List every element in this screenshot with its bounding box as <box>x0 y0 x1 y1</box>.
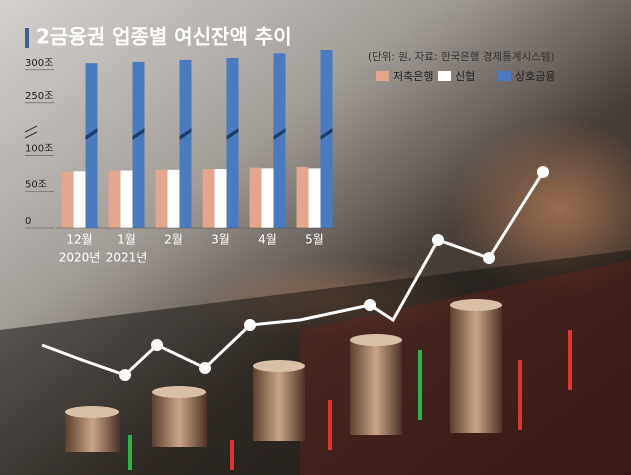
axis-break <box>24 131 38 139</box>
y-tick-label: 0 <box>25 216 31 227</box>
bar <box>108 170 121 228</box>
note: (단위: 원, 자료: 한국은행 경제통계시스템) <box>368 50 555 63</box>
bar <box>273 53 286 228</box>
bar-break <box>85 128 98 140</box>
candles <box>128 330 572 470</box>
bar <box>85 63 98 229</box>
title-marker <box>25 28 29 48</box>
axis-break <box>24 125 38 133</box>
bar <box>308 168 321 228</box>
bar-break <box>320 128 333 140</box>
bar <box>249 167 262 228</box>
legend-label: 상호금융 <box>515 70 555 83</box>
bar <box>320 50 333 228</box>
bar <box>179 59 192 229</box>
x-tick-label: 5월 <box>305 233 324 247</box>
bar <box>73 171 86 228</box>
x-tick-label: 2월 <box>164 233 183 247</box>
bar <box>120 170 133 228</box>
legend-swatch <box>498 71 511 81</box>
legend-swatch <box>438 71 451 81</box>
x-tick-label: 1월 <box>117 233 136 247</box>
legend-label: 저축은행 <box>393 70 433 83</box>
bar-break <box>273 128 286 140</box>
bar-break <box>226 128 239 140</box>
bar-break <box>179 128 192 140</box>
x-tick-label: 3월 <box>211 233 230 247</box>
bar-break <box>132 128 145 140</box>
y-tick-label: 300조 <box>25 58 53 69</box>
decor-dots <box>119 166 549 381</box>
bar <box>61 172 74 228</box>
y-tick-label: 100조 <box>25 143 53 154</box>
bar <box>202 169 215 228</box>
chart-title: 2금융권 업종별 여신잔액 추이 <box>36 25 292 49</box>
y-tick-label: 250조 <box>25 91 53 102</box>
bar <box>296 166 309 228</box>
coin-stacks <box>65 299 502 452</box>
legend-label: 신협 <box>455 70 475 83</box>
bar <box>155 169 168 228</box>
bar <box>132 61 145 228</box>
bar <box>167 169 180 228</box>
x-tick-label: 12월 <box>66 233 92 247</box>
decor-line <box>41 171 545 377</box>
x-tick-label: 4월 <box>258 233 277 247</box>
x-tick-sublabel: 2020년 <box>59 251 101 265</box>
bar <box>261 168 274 228</box>
bar <box>214 169 227 228</box>
y-tick-label: 50조 <box>25 180 47 191</box>
hand-photo <box>450 120 631 300</box>
x-tick-sublabel: 2021년 <box>106 251 148 265</box>
bar <box>226 57 239 228</box>
legend-swatch <box>376 71 389 81</box>
